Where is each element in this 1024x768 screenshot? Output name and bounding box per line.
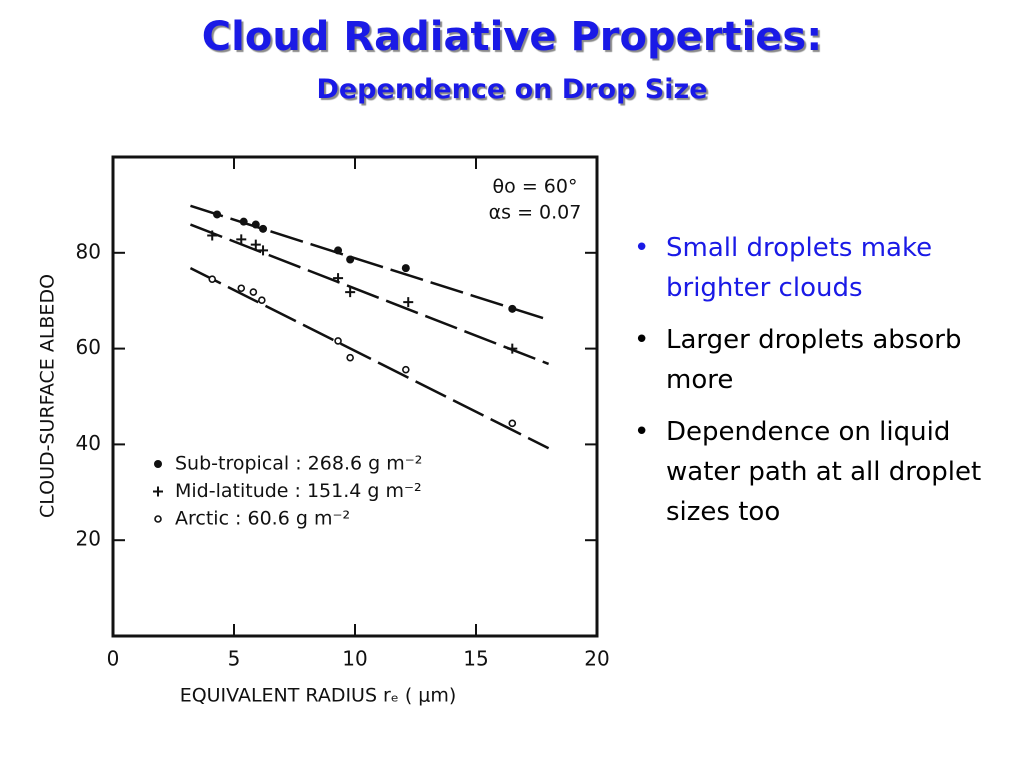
data-point bbox=[258, 296, 266, 305]
y-axis-label: CLOUD-SURFACE ALBEDO bbox=[37, 274, 59, 518]
fit-line bbox=[190, 204, 549, 322]
x-axis-label: EQUIVALENT RADIUS rₑ ( μm) bbox=[180, 685, 457, 707]
legend-label: Arctic : 60.6 g m⁻² bbox=[175, 508, 350, 530]
x-tick-label: 0 bbox=[107, 647, 120, 671]
x-tick-label: 15 bbox=[463, 647, 488, 671]
data-point bbox=[208, 275, 217, 283]
data-point bbox=[207, 230, 218, 241]
data-point bbox=[508, 419, 517, 428]
y-tick-label: 40 bbox=[76, 431, 101, 455]
y-tick-label: 60 bbox=[76, 335, 101, 359]
plot-frame bbox=[111, 155, 599, 638]
data-point bbox=[239, 217, 248, 226]
data-point bbox=[333, 273, 344, 284]
data-point bbox=[401, 264, 410, 273]
data-point bbox=[249, 288, 258, 296]
x-tick-label: 20 bbox=[584, 647, 609, 671]
data-point bbox=[250, 239, 261, 250]
y-tick-label: 80 bbox=[76, 239, 101, 263]
data-point bbox=[402, 365, 410, 374]
chart: θo = 60° αs = 0.07 EQUIVALENT RADIUS rₑ … bbox=[37, 155, 610, 707]
bullet: Small droplets make brighter clouds bbox=[630, 228, 1000, 308]
annotation: θo = 60° bbox=[493, 176, 578, 198]
slide-title: Cloud Radiative Properties: bbox=[201, 14, 823, 60]
data-point bbox=[403, 297, 414, 308]
data-point bbox=[213, 210, 222, 219]
fit-line bbox=[189, 267, 550, 450]
data-point bbox=[345, 287, 356, 298]
legend-marker bbox=[153, 486, 163, 497]
x-tick-label: 5 bbox=[228, 647, 241, 671]
data-point bbox=[508, 304, 517, 313]
legend-marker bbox=[154, 515, 162, 523]
legend-label: Sub-tropical : 268.6 g m⁻² bbox=[175, 453, 422, 475]
legend-label: Mid-latitude : 151.4 g m⁻² bbox=[175, 480, 422, 502]
data-point bbox=[334, 246, 343, 255]
bullet-list: Small droplets make brighter clouds Larg… bbox=[630, 228, 1000, 544]
data-point bbox=[236, 234, 247, 245]
data-point bbox=[334, 337, 342, 345]
x-tick-label: 10 bbox=[342, 647, 367, 671]
data-point bbox=[346, 353, 354, 362]
data-point bbox=[251, 220, 260, 229]
annotation: αs = 0.07 bbox=[489, 202, 582, 224]
data-point bbox=[258, 245, 269, 256]
fit-line bbox=[189, 223, 550, 366]
bullet: Dependence on liquid water path at all d… bbox=[630, 412, 1000, 532]
bullet: Larger droplets absorb more bbox=[630, 320, 1000, 400]
data-point bbox=[346, 255, 355, 264]
legend-marker bbox=[154, 460, 162, 468]
slide-subtitle: Dependence on Drop Size bbox=[316, 74, 708, 105]
data-point bbox=[259, 224, 268, 233]
data-point bbox=[237, 284, 246, 293]
data-point bbox=[507, 343, 518, 354]
y-tick-label: 20 bbox=[76, 527, 101, 551]
